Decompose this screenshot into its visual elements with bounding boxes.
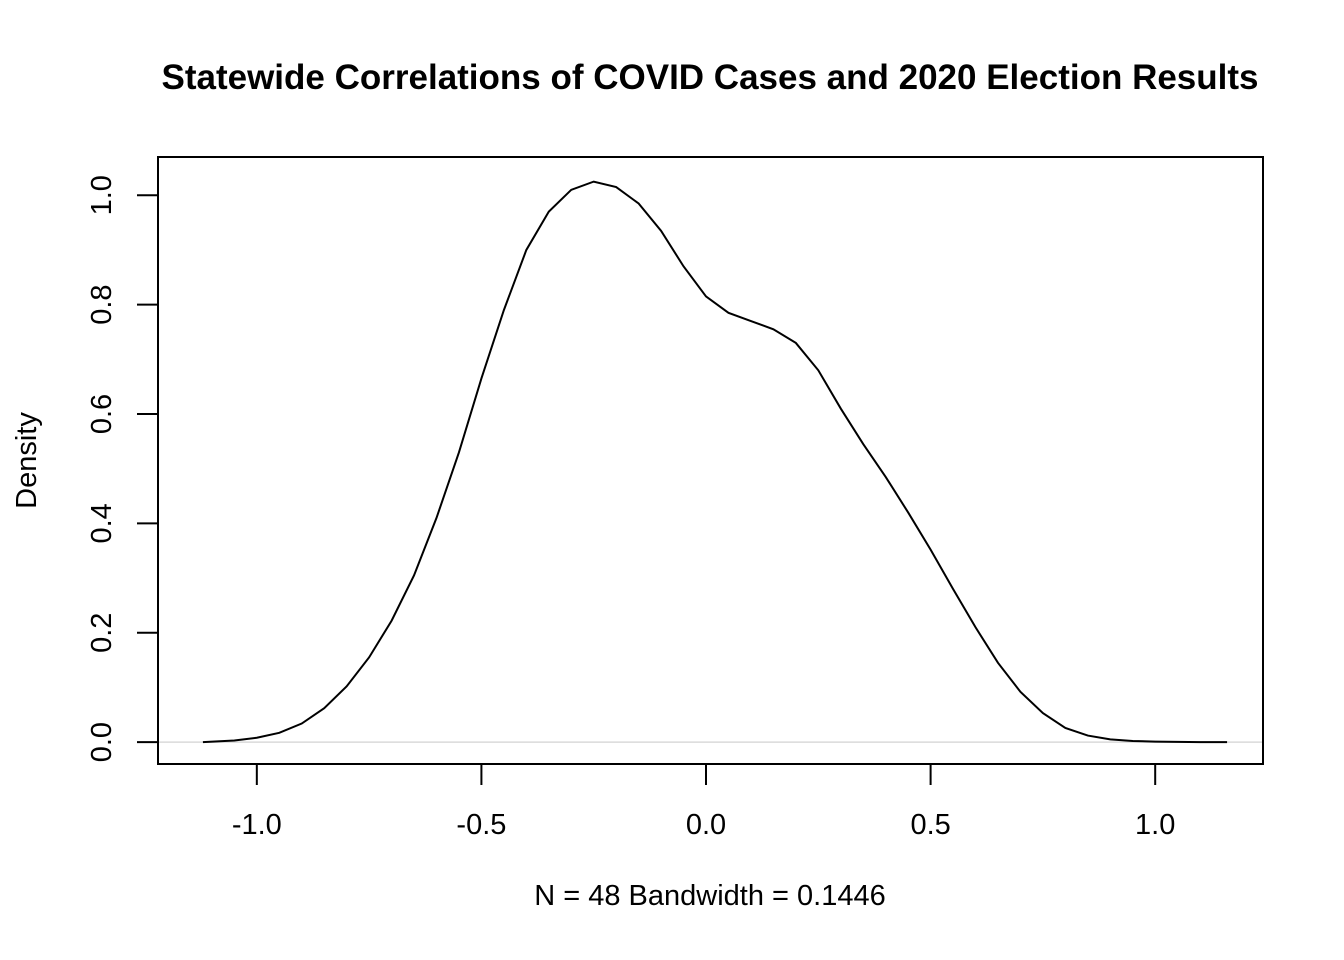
plot-frame (157, 156, 1264, 765)
x-tick-label: 1.0 (1135, 809, 1175, 841)
y-tick-label: 1.0 (86, 175, 118, 215)
y-tick-label: 0.8 (86, 284, 118, 324)
density-curve (202, 180, 1228, 744)
y-tick-label: 0.0 (86, 722, 118, 762)
x-tick-label: 0.5 (910, 809, 950, 841)
y-tick-label: 0.2 (86, 613, 118, 653)
x-axis-label: N = 48 Bandwidth = 0.1446 (534, 880, 886, 912)
y-axis-label: Density (11, 412, 43, 509)
x-tick-label: -0.5 (456, 809, 506, 841)
x-axis: -1.0 -0.5 0.0 0.5 1.0 (232, 764, 1175, 841)
x-tick-label: -1.0 (232, 809, 282, 841)
y-tick-label: 0.6 (86, 394, 118, 434)
chart-title: Statewide Correlations of COVID Cases an… (161, 58, 1259, 97)
y-tick-label: 0.4 (86, 503, 118, 543)
y-axis: 0.0 0.2 0.4 0.6 0.8 1.0 (86, 175, 158, 762)
x-tick-label: 0.0 (686, 809, 726, 841)
